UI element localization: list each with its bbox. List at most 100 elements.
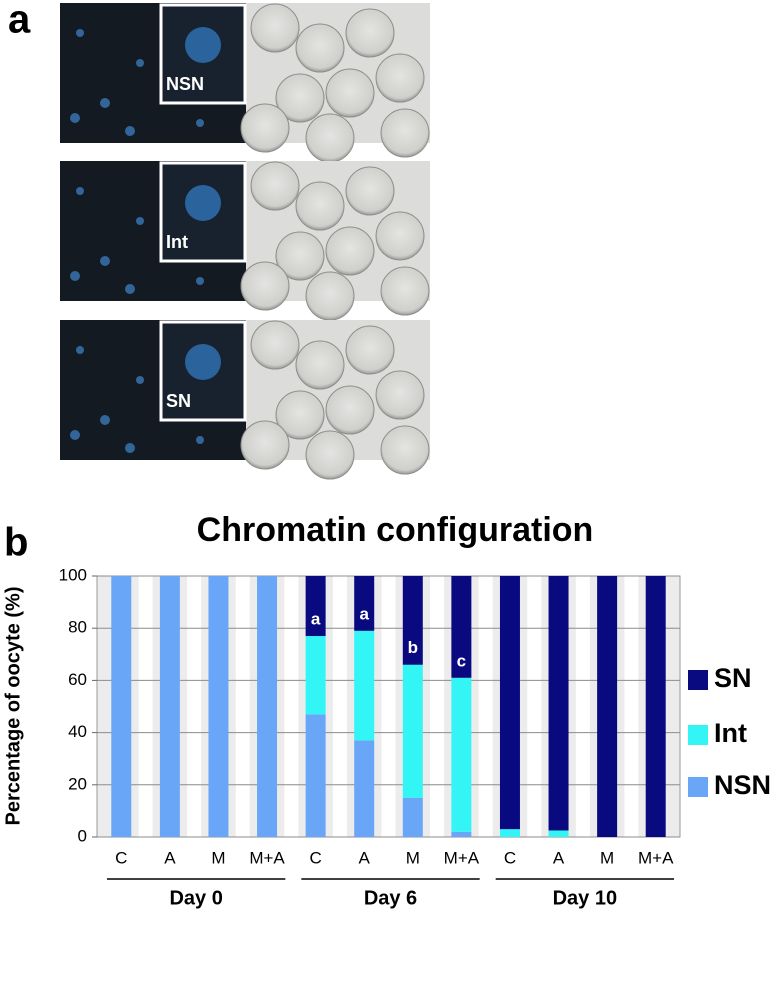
oocyte	[375, 370, 425, 420]
bar-segment	[402, 797, 423, 837]
bar-segment	[548, 830, 569, 837]
bar-segment	[499, 829, 520, 837]
oocyte	[380, 108, 430, 158]
x-tick-label: M	[211, 848, 225, 867]
x-tick-label: A	[164, 848, 176, 867]
bar-segment	[451, 576, 472, 678]
x-tick-label: C	[504, 848, 516, 867]
inset-nucleus	[185, 27, 221, 63]
nucleus	[70, 430, 80, 440]
inset	[159, 3, 247, 105]
nucleus	[136, 59, 144, 67]
nucleus	[100, 415, 110, 425]
bar-segment	[402, 664, 423, 798]
y-tick-label: 60	[68, 670, 87, 689]
bar-segment	[354, 630, 375, 741]
oocyte	[345, 325, 395, 375]
nucleus	[70, 113, 80, 123]
oocyte	[305, 430, 355, 480]
nucleus	[136, 217, 144, 225]
panel-label: a	[8, 0, 31, 42]
oocyte	[250, 161, 300, 211]
legend-label: Int	[714, 718, 747, 748]
nucleus	[76, 29, 84, 37]
oocyte	[240, 420, 290, 470]
bar-segment	[305, 714, 326, 837]
x-tick-label: A	[359, 848, 371, 867]
inset-nucleus	[185, 344, 221, 380]
oocyte	[325, 68, 375, 118]
x-tick-label: M+A	[249, 848, 285, 867]
oocyte	[345, 8, 395, 58]
nucleus	[136, 376, 144, 384]
bar-segment	[159, 576, 180, 837]
bar-segment	[354, 576, 375, 631]
x-tick-label: M	[406, 848, 420, 867]
micrographs: NSN Int SN	[60, 3, 430, 480]
legend-swatch	[688, 670, 708, 690]
bar-segment	[451, 831, 472, 837]
bar-segment	[499, 576, 520, 830]
oocyte	[275, 231, 325, 281]
y-tick-label: 20	[68, 774, 87, 793]
legend-swatch	[688, 725, 708, 745]
nucleus	[125, 443, 135, 453]
oocyte	[240, 103, 290, 153]
bar-segment	[645, 576, 666, 837]
oocyte	[345, 166, 395, 216]
bar-label: c	[457, 651, 466, 670]
bar-label: a	[359, 604, 369, 623]
x-tick-label: M+A	[638, 848, 674, 867]
oocyte	[295, 23, 345, 73]
bar-segment	[111, 576, 132, 837]
y-tick-label: 80	[68, 618, 87, 637]
oocyte	[250, 3, 300, 53]
nucleus	[76, 187, 84, 195]
oocyte	[295, 181, 345, 231]
bar-segment	[451, 677, 472, 832]
group-label: Day 0	[169, 887, 222, 909]
oocyte	[240, 261, 290, 311]
oocyte	[305, 113, 355, 163]
x-tick-label: C	[309, 848, 321, 867]
bar-segment	[257, 576, 278, 837]
nucleus	[196, 277, 204, 285]
y-tick-label: 100	[59, 565, 87, 584]
y-axis-label: Percentage of oocyte (%)	[2, 587, 24, 826]
bar-segment	[548, 576, 569, 831]
y-tick-label: 0	[78, 826, 87, 845]
oocyte	[380, 425, 430, 475]
nucleus	[196, 436, 204, 444]
bar-segment	[597, 576, 618, 837]
bar-label: b	[408, 638, 418, 657]
bar-label: a	[311, 610, 321, 629]
panel-label: b	[4, 521, 28, 565]
nucleus	[125, 126, 135, 136]
inset-label: Int	[166, 232, 188, 252]
bar-segment	[402, 576, 423, 665]
inset-label: NSN	[166, 74, 204, 94]
bar-segment	[354, 740, 375, 837]
bar-segment	[305, 576, 326, 637]
oocyte	[375, 211, 425, 261]
oocyte	[295, 340, 345, 390]
legend-label: SN	[714, 663, 752, 693]
bar-segment	[208, 576, 229, 837]
bar-segment	[305, 636, 326, 715]
nucleus	[70, 271, 80, 281]
nucleus	[196, 119, 204, 127]
x-tick-label: C	[115, 848, 127, 867]
legend-swatch	[688, 777, 708, 797]
nucleus	[100, 98, 110, 108]
x-tick-label: M+A	[444, 848, 480, 867]
nucleus	[76, 346, 84, 354]
group-label: Day 6	[364, 887, 417, 909]
oocyte	[250, 320, 300, 370]
oocyte	[380, 266, 430, 316]
chart-title: Chromatin configuration	[197, 511, 594, 549]
oocyte	[325, 385, 375, 435]
oocyte	[325, 226, 375, 276]
oocyte	[375, 53, 425, 103]
group-label: Day 10	[553, 887, 618, 909]
